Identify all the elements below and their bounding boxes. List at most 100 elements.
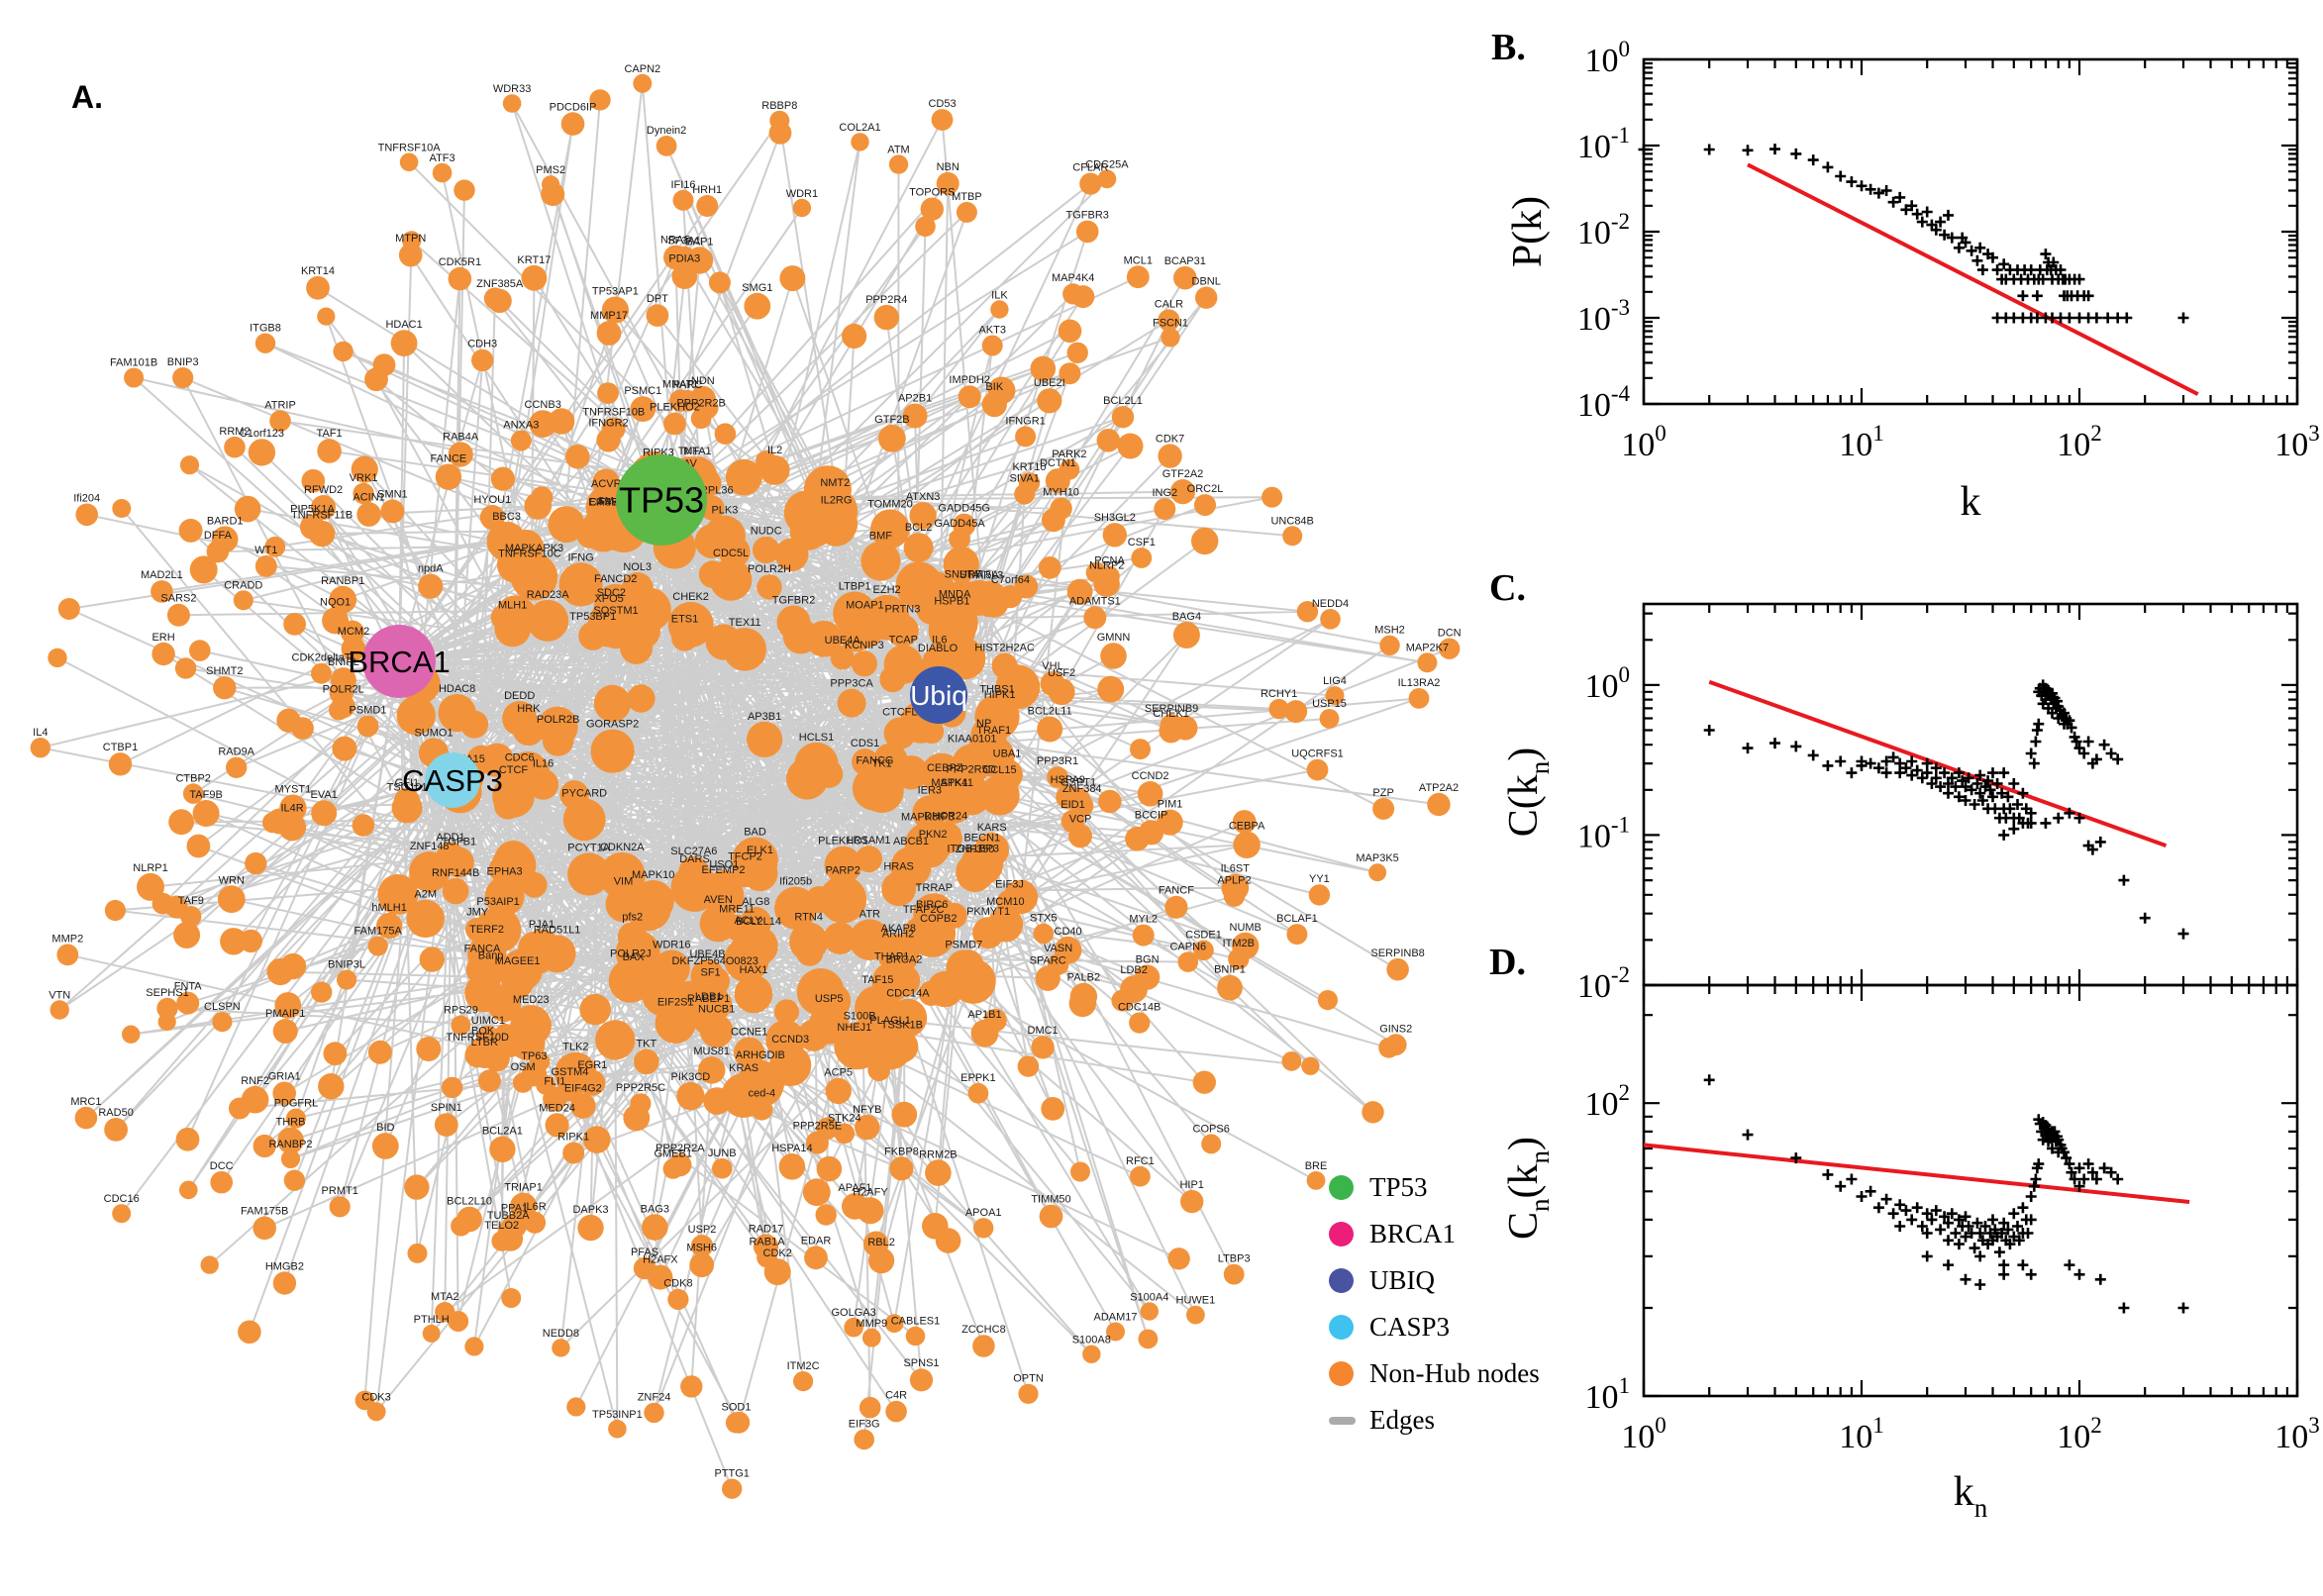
network-node [487,988,522,1023]
network-node [1164,895,1188,919]
network-node-label: DHCR24 [924,811,967,823]
network-node [753,536,780,564]
network-node-label: USP5 [815,993,844,1005]
network-node-label: TAF15 [861,974,893,986]
network-node [1223,1263,1245,1285]
legend-item: Edges [1329,1397,1540,1444]
network-node-label: MNDA [939,589,971,601]
network-node [646,304,669,327]
network-node-label: HIP1 [1179,1179,1203,1191]
network-node [252,1216,276,1241]
network-node-label: ARHGDIB [736,1049,785,1061]
network-node [630,396,656,422]
y-tick-label: 100 [1585,37,1631,79]
network-node [1167,1247,1190,1270]
network-node-label: RANBP1 [321,575,364,587]
network-node-label: FANCE [431,453,467,465]
network-node [590,729,635,773]
network-node-label: WT1 [254,545,277,556]
network-node [935,1228,961,1253]
network-node-label: TK1 [872,758,892,770]
network-node [635,967,669,1002]
network-node-label: GTF2A2 [1162,468,1204,480]
network-node [189,555,218,584]
network-node [852,748,879,776]
network-node [1439,638,1461,659]
network-node [1058,319,1082,344]
network-node [226,756,248,778]
network-node [506,751,551,795]
network-node-label: MMP17 [590,310,628,322]
network-node [1066,578,1093,605]
network-node-label: MTPN [395,233,426,245]
legend-circle-swatch [1329,1361,1354,1386]
network-node-label: BCL2L11 [1028,706,1072,718]
network-node [48,648,67,668]
network-node-label: PLK3 [711,505,738,517]
network-node-label: BNIP1 [1214,964,1246,976]
network-node-label: CDK3 [361,1391,390,1403]
network-node-label: CDK7 [1156,433,1184,445]
network-node [474,907,522,953]
network-node-label: ADD1 [436,832,464,844]
network-node [372,353,396,376]
network-node [1217,974,1243,1001]
network-node-label: EIF3G [849,1419,880,1431]
network-node [1169,479,1196,505]
network-node-label: WDR16 [653,939,691,950]
network-node-label: CCND2 [1132,770,1169,782]
network-node-label: ced-4 [749,1088,776,1100]
network-node [1378,1038,1399,1058]
network-node [329,680,354,705]
network-node [269,410,291,432]
network-node [824,846,862,884]
network-node-label: IL2 [767,445,782,456]
network-node-label: SF1 [701,966,721,978]
network-node [1161,328,1180,348]
network-node [252,1134,276,1158]
network-node [1100,643,1127,669]
network-node [909,502,937,530]
network-node [332,736,357,761]
network-node-label: C1orf123 [240,428,284,440]
network-node [562,1142,585,1164]
network-node-label: FAM101B [110,357,157,369]
network-node-label: NLRP2 [1089,560,1124,572]
network-node [597,382,619,404]
network-node-label: Banp [478,949,504,961]
network-node-label: VRK1 [350,472,378,484]
network-node-label: MSH2 [1374,625,1405,637]
network-node [444,847,474,878]
network-node [57,598,80,620]
network-node [633,1256,656,1280]
network-node [909,1368,934,1392]
network-node [663,245,688,270]
network-node [936,171,960,195]
network-node-label: KRAS [729,1062,758,1074]
network-node [352,814,375,837]
network-node [340,620,364,645]
network-node-label: HCLS1 [799,732,834,744]
network-node [768,121,792,145]
network-node [834,1123,856,1145]
network-node-label: TAF1 [317,428,343,440]
network-node-label: MAD2L1 [141,569,183,581]
network-node [311,662,332,684]
network-node-label: TCAP [889,634,918,646]
network-node [285,1108,306,1129]
network-node-label: MRE11 [719,904,755,916]
network-node [454,179,475,201]
hub-casp3 [425,752,480,808]
network-node-label: THRB [276,1117,306,1129]
network-node-label: NUMB [1230,922,1262,934]
network-node-label: BGN [1136,953,1160,965]
network-node [402,231,422,250]
network-node [1158,444,1182,468]
network-node [1368,863,1387,882]
network-node [879,665,906,693]
network-node [757,574,782,600]
network-node-label: NMT2 [820,477,850,489]
network-node [200,1255,219,1274]
network-node-label: UIMC1 [471,1015,505,1027]
legend-circle-swatch [1329,1222,1354,1247]
